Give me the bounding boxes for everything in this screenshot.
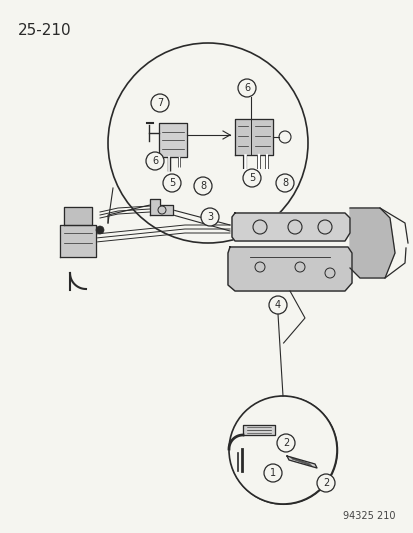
Text: 8: 8 <box>199 181 206 191</box>
Polygon shape <box>349 208 394 278</box>
Polygon shape <box>64 207 92 225</box>
Polygon shape <box>228 247 351 291</box>
Polygon shape <box>60 225 96 257</box>
Text: 4: 4 <box>274 300 280 310</box>
Circle shape <box>268 296 286 314</box>
Text: 2: 2 <box>322 478 328 488</box>
Text: 6: 6 <box>152 156 158 166</box>
Text: 5: 5 <box>248 173 254 183</box>
Circle shape <box>263 464 281 482</box>
Text: 3: 3 <box>206 212 213 222</box>
Circle shape <box>151 94 169 112</box>
Text: 25-210: 25-210 <box>18 23 71 38</box>
Circle shape <box>237 79 255 97</box>
Text: 94325 210: 94325 210 <box>343 511 395 521</box>
Circle shape <box>163 174 180 192</box>
Text: 8: 8 <box>281 178 287 188</box>
Circle shape <box>316 474 334 492</box>
Text: 5: 5 <box>169 178 175 188</box>
Circle shape <box>242 169 260 187</box>
Text: 7: 7 <box>157 98 163 108</box>
Circle shape <box>146 152 164 170</box>
Polygon shape <box>231 213 349 241</box>
Circle shape <box>276 434 294 452</box>
Polygon shape <box>159 123 187 157</box>
Polygon shape <box>235 119 272 155</box>
Polygon shape <box>286 456 316 468</box>
Polygon shape <box>242 425 274 435</box>
Circle shape <box>96 226 104 234</box>
Text: 6: 6 <box>243 83 249 93</box>
Text: 1: 1 <box>269 468 275 478</box>
Circle shape <box>201 208 218 226</box>
Polygon shape <box>150 199 173 215</box>
Text: 2: 2 <box>282 438 288 448</box>
Circle shape <box>194 177 211 195</box>
Circle shape <box>228 396 336 504</box>
Circle shape <box>275 174 293 192</box>
